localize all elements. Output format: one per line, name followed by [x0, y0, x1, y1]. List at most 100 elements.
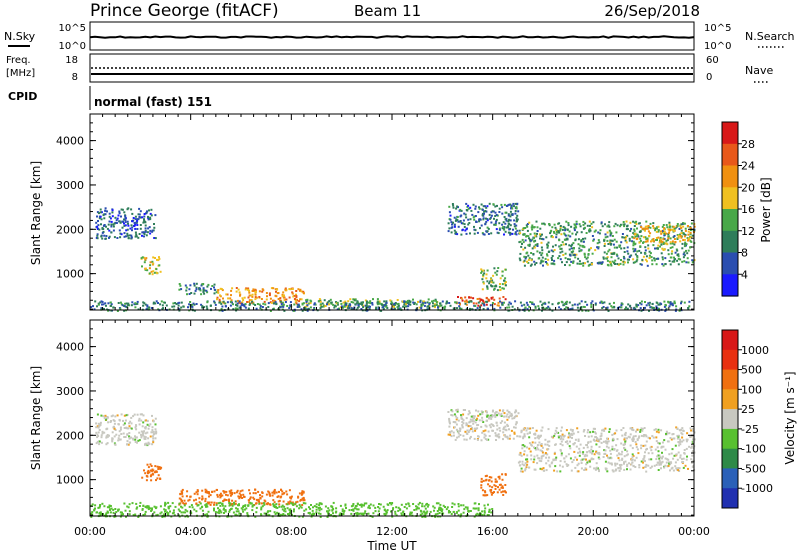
data-cell — [226, 494, 229, 497]
noise-panel: N.Sky 10^5 10^0 10^5 10^0 N.Search — [4, 21, 795, 52]
data-cell — [478, 297, 481, 300]
data-cell — [139, 210, 142, 213]
data-cell — [637, 304, 640, 307]
data-cell — [484, 429, 487, 432]
data-cell — [441, 300, 444, 303]
data-cell — [460, 417, 463, 420]
data-cell — [147, 443, 150, 446]
data-cell — [249, 302, 252, 305]
data-cell — [571, 461, 574, 464]
data-cell — [424, 301, 427, 304]
colorbar-swatch — [722, 409, 738, 430]
data-cell — [665, 461, 668, 464]
data-cell — [537, 435, 540, 438]
data-cell — [137, 213, 140, 216]
data-cell — [494, 211, 497, 214]
data-cell — [525, 256, 528, 259]
data-cell — [504, 425, 507, 428]
data-cell — [273, 302, 276, 305]
data-cell — [488, 213, 491, 216]
data-cell — [629, 221, 632, 224]
freq-label-2: [MHz] — [6, 68, 35, 79]
data-cell — [451, 414, 454, 417]
data-cell — [281, 504, 284, 507]
data-cell — [602, 428, 605, 431]
data-cell — [462, 419, 465, 422]
data-cell — [625, 228, 628, 231]
data-cell — [149, 229, 152, 232]
data-cell — [368, 308, 371, 311]
data-cell — [469, 510, 472, 512]
data-cell — [123, 211, 126, 214]
data-cell — [107, 223, 110, 226]
data-cell — [659, 463, 662, 466]
data-cell — [504, 284, 507, 287]
data-cell — [238, 512, 241, 515]
data-cell — [515, 220, 518, 222]
data-cell — [371, 303, 374, 306]
data-cell — [490, 211, 493, 214]
data-cell — [450, 231, 453, 234]
data-cell — [540, 460, 543, 463]
data-cell — [690, 240, 693, 243]
data-cell — [477, 410, 480, 413]
data-cell — [644, 434, 647, 437]
data-cell — [401, 300, 404, 303]
data-cell — [412, 298, 414, 301]
data-cell — [350, 512, 353, 515]
colorbar-tick-label: -500 — [741, 462, 766, 475]
data-cell — [335, 302, 338, 305]
data-cell — [585, 458, 587, 461]
data-cell — [668, 305, 671, 308]
data-cell — [662, 238, 665, 241]
data-cell — [123, 414, 126, 417]
data-cell — [529, 238, 531, 241]
data-cell — [90, 515, 93, 518]
data-cell — [473, 218, 476, 221]
data-cell — [523, 453, 526, 456]
data-cell — [385, 301, 388, 304]
data-cell — [254, 296, 257, 299]
data-cell — [573, 442, 576, 445]
data-cell — [667, 233, 670, 236]
data-cell — [152, 430, 155, 433]
data-cell — [201, 305, 204, 308]
data-cell — [112, 419, 115, 422]
data-cell — [504, 211, 507, 214]
data-cell — [155, 470, 158, 473]
data-cell — [545, 262, 548, 265]
data-cell — [491, 296, 494, 299]
data-cell — [482, 494, 485, 497]
data-cell — [640, 300, 643, 303]
data-cell — [520, 454, 523, 457]
data-cell — [336, 303, 339, 306]
data-cell — [523, 433, 526, 436]
data-cell — [589, 451, 592, 454]
data-cell — [380, 303, 383, 306]
data-cell — [597, 247, 600, 250]
data-cell — [569, 436, 572, 439]
data-cell — [98, 440, 101, 443]
data-cell — [214, 303, 217, 306]
data-cell — [587, 460, 590, 463]
data-cell — [101, 237, 104, 240]
data-cell — [421, 302, 424, 305]
data-cell — [251, 300, 254, 303]
data-cell — [528, 221, 531, 224]
data-cell — [684, 229, 687, 232]
data-cell — [682, 239, 685, 241]
data-cell — [318, 509, 321, 512]
data-cell — [582, 430, 585, 433]
data-cell — [200, 303, 203, 306]
data-cell — [518, 241, 521, 244]
data-cell — [523, 464, 525, 467]
data-cell — [130, 208, 133, 211]
data-cell — [149, 216, 152, 219]
data-cell — [481, 214, 484, 217]
data-cell — [615, 429, 618, 432]
data-cell — [523, 255, 526, 258]
data-cell — [632, 258, 635, 261]
data-cell — [457, 509, 460, 512]
data-cell — [518, 229, 521, 232]
data-cell — [492, 210, 495, 213]
